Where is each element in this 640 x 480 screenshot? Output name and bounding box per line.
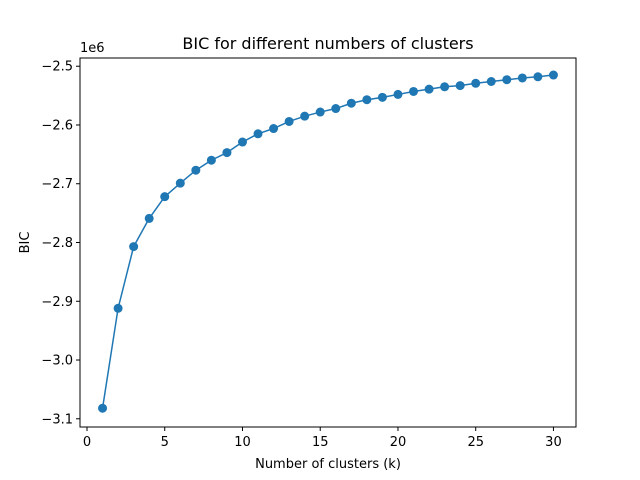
data-point [362,95,372,105]
plot-frame [79,57,577,428]
data-point [284,116,294,126]
x-tick-label: 10 [234,435,251,450]
x-tick-label: 30 [545,435,562,450]
y-axis-label: BIC [18,232,33,254]
x-tick-label: 20 [390,435,407,450]
data-point [393,89,403,99]
data-point [113,303,123,313]
data-point [548,70,558,80]
data-point [175,178,185,188]
y-tick-label: −2.7 [41,177,73,192]
x-tick-label: 25 [467,435,484,450]
data-point [471,78,481,88]
data-point [517,73,527,83]
data-point [346,98,356,108]
y-tick-label: −3.0 [41,354,73,369]
y-tick-label: −3.1 [41,412,73,427]
chart-title: BIC for different numbers of clusters [182,34,473,53]
y-tick-label: −2.8 [41,236,73,251]
y-axis-ticks: −3.1 −3.0 −2.9 −2.8 −2.7 −2.6 −2.5 [41,60,80,427]
data-point [222,148,232,158]
data-point [144,213,154,223]
data-point [331,104,341,114]
data-point [206,155,216,165]
x-tick-label: 15 [312,435,329,450]
data-point [300,111,310,121]
x-tick-label: 0 [83,435,91,450]
data-point [409,86,419,96]
data-point [160,192,170,202]
data-point [533,72,543,82]
y-tick-label: −2.6 [41,118,73,133]
data-point [486,77,496,87]
data-point [424,84,434,94]
data-point [129,242,139,252]
data-point [455,81,465,91]
data-point [502,75,512,85]
data-point [377,92,387,102]
x-axis-ticks: 0 5 10 15 20 25 30 [83,427,562,450]
plot-area [80,58,576,427]
data-point [237,137,247,147]
data-point [191,165,201,175]
data-point [315,107,325,117]
series-layer [98,70,558,413]
data-point [253,129,263,139]
y-offset-label: 1e6 [80,41,105,56]
x-tick-label: 5 [161,435,169,450]
y-tick-label: −2.9 [41,295,73,310]
data-point [440,82,450,92]
x-axis-label: Number of clusters (k) [255,457,401,472]
y-tick-label: −2.5 [41,60,73,75]
data-point [98,403,108,413]
data-point [269,124,279,134]
